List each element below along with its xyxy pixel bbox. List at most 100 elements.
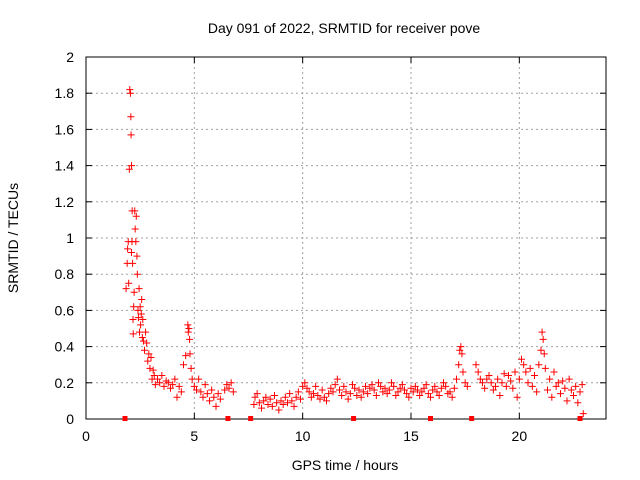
data-point [546, 375, 554, 383]
data-point [227, 379, 235, 387]
data-point [130, 288, 138, 296]
data-point [314, 391, 322, 399]
data-point [498, 379, 506, 387]
data-point [288, 397, 296, 405]
data-point [474, 368, 482, 376]
axis-ticks [85, 56, 606, 420]
data-point [433, 388, 441, 396]
data-point [379, 388, 387, 396]
data-point [212, 402, 220, 410]
data-point [128, 248, 135, 256]
data-point [442, 382, 450, 390]
data-point [554, 379, 562, 387]
tick-labels: 0 5 10 15 20 0 0.2 0.4 0.6 0.8 1 1.2 1.4 1.6 1.8 2 [55, 49, 528, 444]
data-point [538, 328, 546, 336]
data-point [483, 375, 491, 383]
baseline-markers [122, 416, 583, 421]
data-point [535, 361, 543, 369]
data-point [375, 379, 382, 387]
data-point [290, 402, 298, 410]
data-point [312, 382, 320, 390]
y-tick-label: 0.6 [55, 302, 75, 318]
data-point [203, 390, 211, 398]
data-point [342, 388, 350, 396]
data-point [362, 382, 369, 390]
data-point [292, 393, 300, 401]
data-point [424, 390, 432, 398]
data-point [127, 113, 135, 121]
data-point [409, 388, 417, 396]
data-point [128, 162, 135, 170]
data-point [357, 393, 365, 401]
data-point [513, 393, 521, 401]
data-point [149, 366, 157, 374]
data-point [316, 395, 324, 403]
data-point [127, 131, 135, 139]
data-point [394, 388, 402, 396]
grid-lines [86, 57, 606, 419]
data-point [262, 393, 270, 401]
data-point [177, 388, 185, 396]
data-point [370, 386, 378, 394]
data-point [138, 334, 146, 342]
data-point [281, 393, 289, 401]
data-point [135, 285, 143, 293]
data-point [364, 390, 372, 398]
data-point [520, 361, 528, 369]
data-point [396, 384, 404, 392]
data-point [169, 381, 177, 389]
data-point [318, 386, 326, 394]
baseline-marker [351, 416, 357, 421]
data-point [570, 391, 577, 399]
data-point [567, 386, 575, 394]
data-point [284, 399, 291, 407]
data-point [193, 386, 200, 394]
data-point [355, 386, 363, 394]
data-point [489, 386, 497, 394]
data-point [398, 381, 406, 389]
data-point [126, 86, 134, 94]
data-point [255, 399, 263, 407]
data-point [134, 306, 142, 314]
data-point [472, 361, 480, 369]
data-point [459, 368, 467, 376]
data-point [187, 364, 195, 372]
data-point [450, 384, 458, 392]
data-point [346, 390, 354, 398]
data-point [531, 372, 538, 380]
data-point [383, 390, 391, 398]
data-point [528, 382, 536, 390]
data-point [229, 388, 237, 396]
data-point [125, 165, 133, 173]
data-point [134, 314, 142, 322]
x-axis-label: GPS time / hours [292, 457, 399, 473]
data-point [266, 395, 274, 403]
data-point [333, 375, 341, 383]
data-point [446, 388, 454, 396]
data-point [139, 315, 147, 323]
y-tick-label: 1 [66, 230, 74, 246]
data-point [305, 388, 313, 396]
baseline-marker [428, 416, 433, 421]
data-point [184, 321, 192, 329]
data-point [182, 352, 190, 360]
data-point [563, 397, 571, 405]
data-point [307, 393, 315, 401]
data-point [251, 393, 259, 401]
x-tick-label: 0 [82, 428, 90, 444]
data-point [561, 384, 569, 392]
data-point [550, 368, 558, 376]
data-point [201, 381, 209, 389]
data-point [137, 321, 145, 329]
data-point [146, 364, 154, 372]
data-point [297, 395, 304, 403]
data-points [122, 86, 587, 418]
data-point [492, 382, 499, 390]
data-point [388, 379, 395, 387]
data-point [457, 343, 465, 351]
data-point [250, 401, 258, 409]
data-point [173, 393, 181, 401]
data-point [476, 375, 484, 383]
data-point [125, 279, 133, 287]
data-point [325, 390, 333, 398]
